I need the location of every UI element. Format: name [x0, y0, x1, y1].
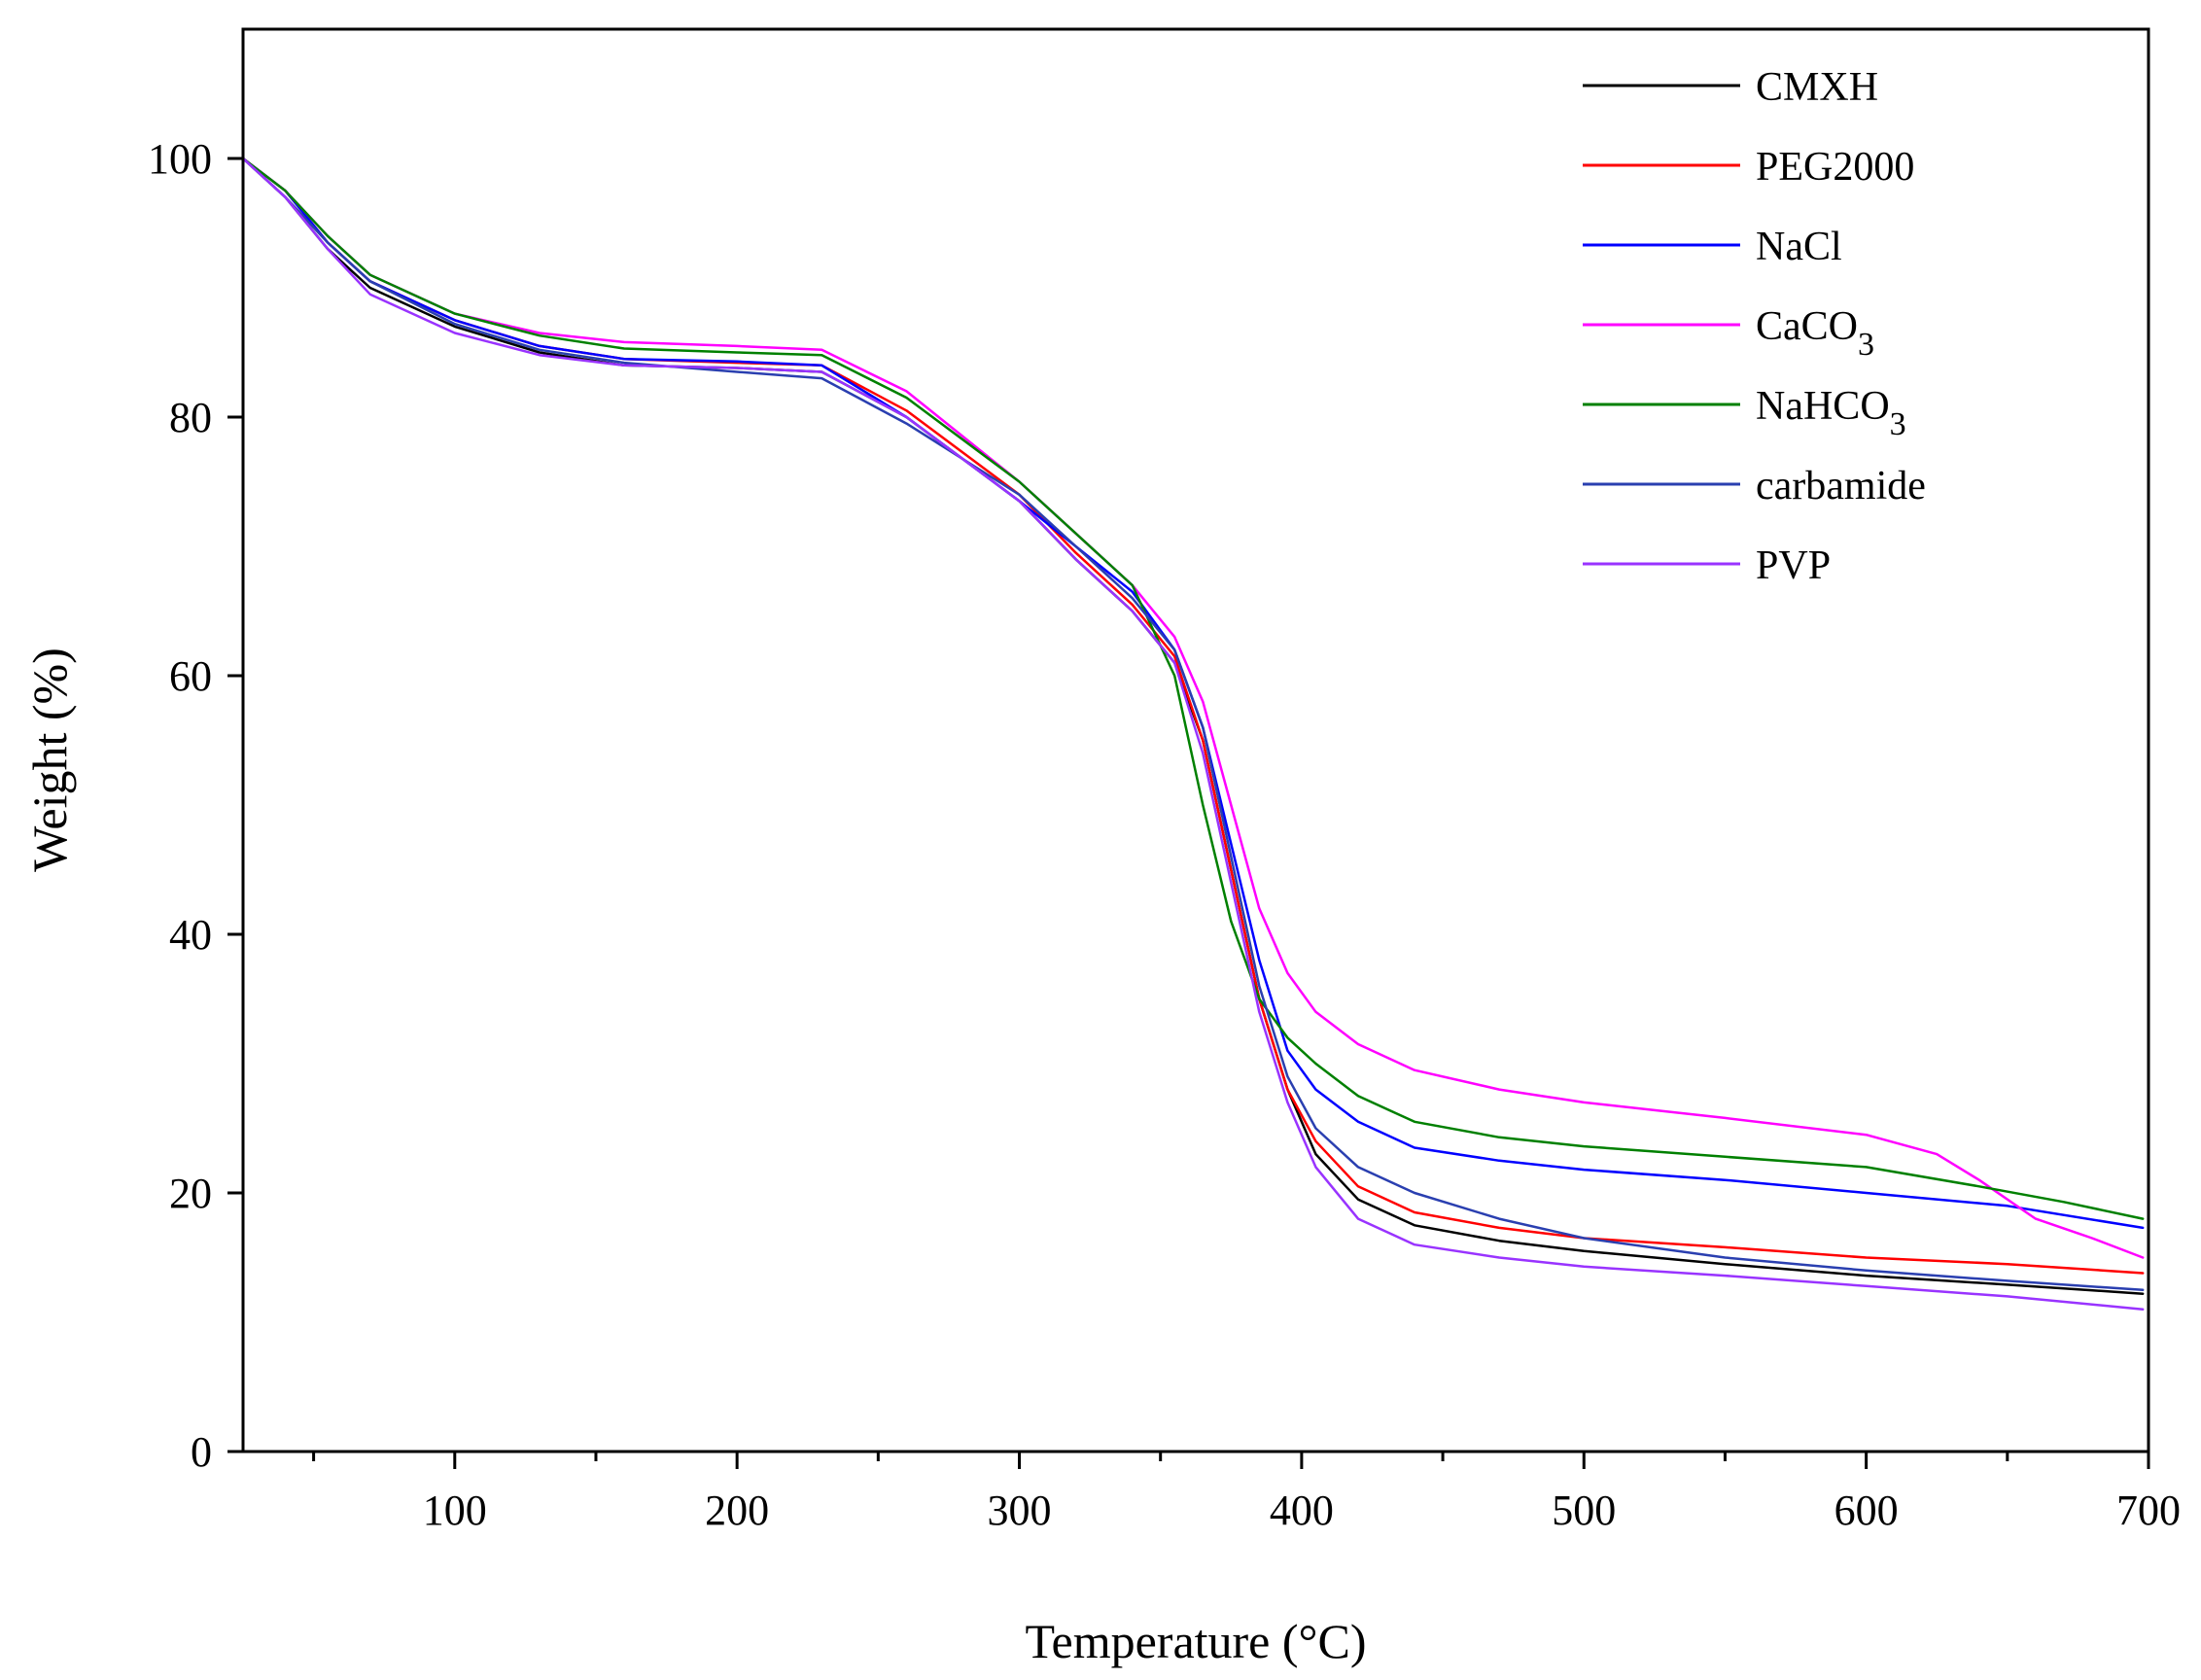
series-line-pvp: [241, 157, 2145, 1311]
legend-label-nacl: NaCl: [1756, 225, 1842, 269]
x-tick-label: 100: [423, 1487, 487, 1534]
x-tick-label: 500: [1552, 1487, 1616, 1534]
legend: CMXH PEG2000 NaCl CaCO3 NaHCO3 carbamide PVP: [1583, 65, 1926, 588]
y-axis-label: Weight (%): [22, 648, 77, 872]
y-tick-label: 80: [169, 394, 212, 441]
axis-ticks: 100 200 300 400 500 600 700 0 20 40 60 80 100: [148, 135, 2181, 1534]
series-layer: [241, 157, 2145, 1311]
plot-area-frame: [241, 27, 2150, 1453]
y-tick-label: 20: [169, 1170, 212, 1217]
x-axis-label: Temperature (°C): [1025, 1614, 1366, 1668]
y-tick-label: 0: [191, 1428, 212, 1476]
legend-label-pvp: PVP: [1756, 543, 1831, 588]
series-line-carbamide: [241, 157, 2145, 1292]
y-tick-label: 100: [148, 135, 212, 183]
x-tick-label: 700: [2116, 1487, 2181, 1534]
x-tick-label: 200: [705, 1487, 769, 1534]
x-tick-label: 300: [988, 1487, 1052, 1534]
legend-label-cmxh: CMXH: [1756, 65, 1878, 110]
legend-label-carbamide: carbamide: [1756, 464, 1926, 508]
series-line-nacl: [241, 157, 2145, 1230]
series-line-caco3: [241, 157, 2145, 1259]
y-tick-label: 60: [169, 652, 212, 700]
legend-label-peg2000: PEG2000: [1756, 145, 1914, 190]
legend-label-caco3: CaCO3: [1756, 304, 1874, 363]
y-tick-label: 40: [169, 911, 212, 959]
series-line-nahco3: [241, 157, 2145, 1220]
legend-label-nahco3: NaHCO3: [1756, 384, 1906, 442]
x-tick-label: 400: [1270, 1487, 1334, 1534]
x-tick-label: 600: [1834, 1487, 1899, 1534]
